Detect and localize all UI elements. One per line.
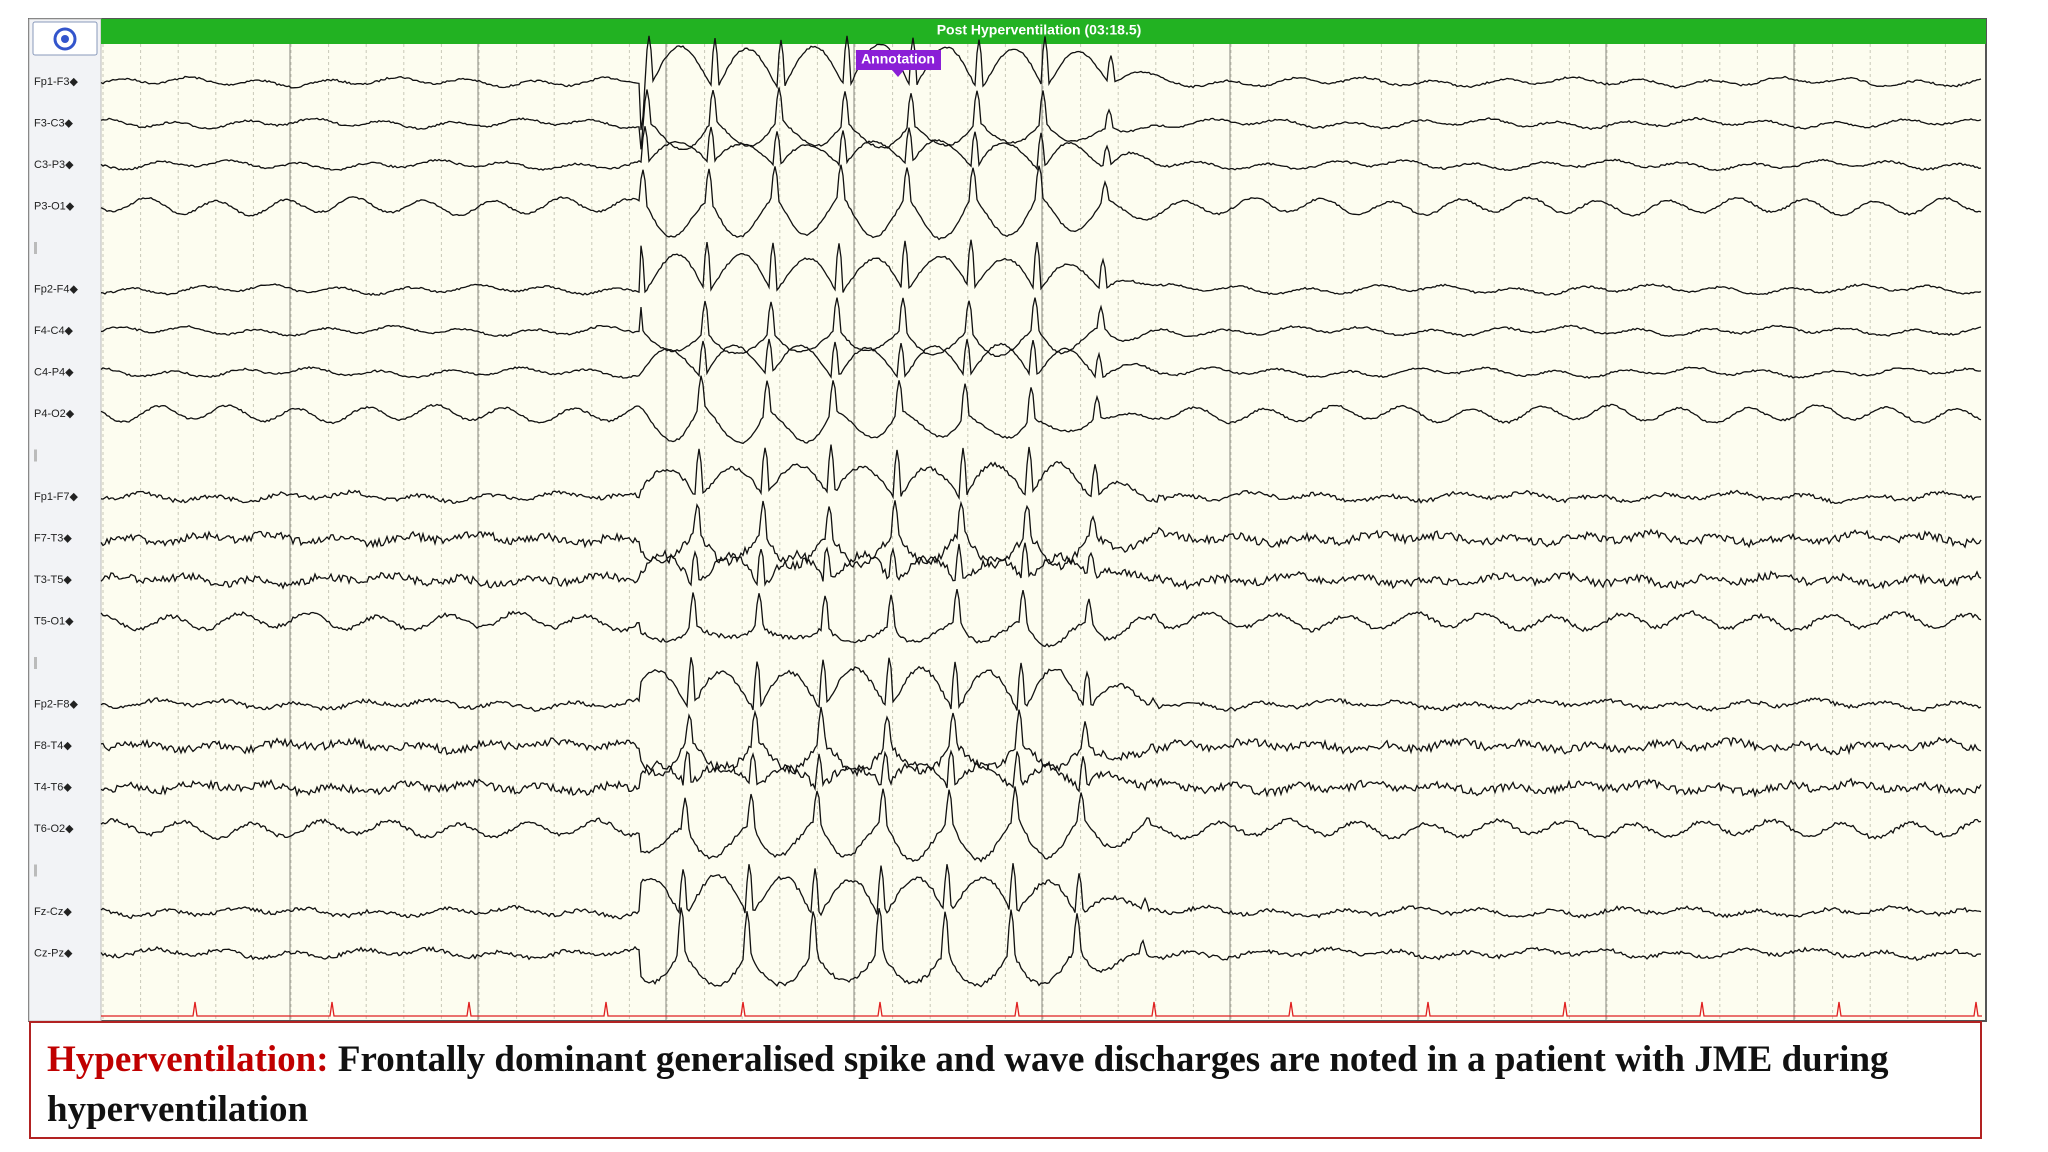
eeg-trace xyxy=(100,239,1982,297)
channel-label: F3-C3◆ xyxy=(34,117,74,129)
label-panel xyxy=(28,18,102,1022)
annotation-label[interactable]: Annotation xyxy=(861,51,935,67)
header-bar xyxy=(101,19,1986,44)
eeg-trace xyxy=(100,786,1982,863)
button-icon-dot[interactable] xyxy=(61,35,69,43)
channel-label: F4-C4◆ xyxy=(34,325,74,337)
channel-label: Fp1-F7◆ xyxy=(34,491,78,503)
caption-text: Frontally dominant generalised spike and… xyxy=(47,1039,1889,1130)
settings-button[interactable] xyxy=(32,21,98,56)
channel-label: Fp2-F8◆ xyxy=(34,698,78,710)
eeg-trace xyxy=(100,749,1982,798)
group-separator xyxy=(34,864,37,877)
channel-label: T5-O1◆ xyxy=(34,615,74,627)
eeg-trace xyxy=(100,164,1982,241)
eeg-trace xyxy=(100,863,1982,920)
eeg-trace xyxy=(100,588,1982,648)
eeg-trace xyxy=(100,126,1982,172)
group-separator xyxy=(34,657,37,669)
channel-label: Cz-Pz◆ xyxy=(34,947,73,959)
channel-label: F8-T4◆ xyxy=(34,740,72,752)
eeg-trace xyxy=(100,35,1982,131)
caption-label: Hyperventilation: xyxy=(47,1039,329,1080)
group-separator xyxy=(34,449,37,462)
channel-label: Fz-Cz◆ xyxy=(34,906,72,918)
channel-label: P3-O1◆ xyxy=(34,200,75,212)
eeg-trace xyxy=(100,444,1982,504)
channel-label: Fp1-F3◆ xyxy=(34,76,78,88)
eeg-trace xyxy=(100,297,1982,357)
channel-label: C4-P4◆ xyxy=(34,366,74,378)
header-title: Post Hyperventilation (03:18.5) xyxy=(937,22,1142,38)
eeg-trace xyxy=(100,907,1982,988)
button-icon[interactable] xyxy=(53,27,77,51)
channel-label: Fp2-F4◆ xyxy=(34,283,78,295)
eeg-trace xyxy=(100,87,1982,151)
annotation-pointer xyxy=(892,70,904,77)
eeg-trace xyxy=(100,542,1982,591)
eeg-trace xyxy=(100,706,1982,778)
group-separator xyxy=(34,242,37,254)
eeg-viewer: Post Hyperventilation (03:18.5) Annotati… xyxy=(28,18,1987,1022)
channel-label: P4-O2◆ xyxy=(34,408,75,420)
channel-label: T4-T6◆ xyxy=(34,781,72,793)
channel-label: F7-T3◆ xyxy=(34,532,72,544)
eeg-trace xyxy=(100,500,1982,572)
viewer-frame xyxy=(28,18,1987,1022)
channel-label: T3-T5◆ xyxy=(34,574,72,586)
ecg-trace xyxy=(101,1001,1982,1017)
channel-label: C3-P3◆ xyxy=(34,159,74,171)
eeg-trace xyxy=(100,338,1982,380)
channel-label: T6-O2◆ xyxy=(34,823,74,835)
eeg-trace xyxy=(100,657,1982,713)
caption: Hyperventilation: Frontally dominant gen… xyxy=(29,1021,1982,1139)
eeg-trace xyxy=(100,375,1982,445)
annotation-tag[interactable] xyxy=(856,50,941,70)
